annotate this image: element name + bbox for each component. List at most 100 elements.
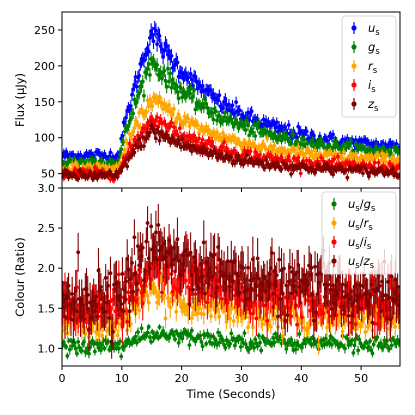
data-point [289,314,294,319]
data-point [155,62,160,67]
data-point [186,331,191,336]
data-point [284,346,289,351]
data-point [307,325,311,330]
data-point [209,88,213,93]
data-point [376,153,381,158]
data-point [156,223,161,227]
top-panel: 50 100 150 200 250 Flux (μJy) us gs rs is zs [13,11,401,192]
data-point [396,157,400,162]
data-point [163,316,168,321]
data-point [121,309,126,314]
data-point [63,314,67,319]
data-point [154,230,158,235]
series-r_s [62,91,400,180]
data-point [268,153,273,157]
legend-label: gs [368,40,380,57]
y-tick-label: 100 [34,132,55,145]
data-group [62,20,400,184]
data-point [219,296,224,301]
data-point [198,333,203,338]
data-point [95,161,100,166]
data-point [241,266,246,270]
data-point [296,156,301,160]
data-point [143,269,148,273]
data-point [244,153,249,157]
data-point [188,86,193,91]
data-point [243,128,248,132]
data-point [393,324,398,329]
data-point [283,318,288,323]
data-point [280,334,285,338]
data-point [93,309,97,314]
data-point [394,141,399,146]
data-point [110,329,115,334]
data-point [217,340,222,345]
data-point [200,344,205,349]
data-point [201,144,206,149]
data-point [157,295,162,299]
series-u_s-g_s [62,323,400,361]
data-point [282,266,286,271]
data-point [349,139,353,144]
data-point [286,123,291,127]
data-point [157,34,162,38]
y-tick-label: 150 [34,96,55,109]
data-point [73,346,78,351]
data-point [255,344,260,348]
data-point [345,336,350,341]
data-point [137,110,142,115]
data-point [259,348,264,353]
data-point [331,132,335,137]
data-point [311,318,316,323]
data-point [260,322,265,326]
data-point [98,284,103,289]
data-point [195,123,200,128]
data-point [75,309,79,314]
data-point [181,268,186,273]
data-point [128,104,133,108]
data-point [177,297,182,302]
data-point [168,71,173,76]
data-point [85,292,90,297]
data-point [142,144,146,148]
data-point [71,318,76,322]
data-point [276,314,280,319]
data-point [389,343,394,348]
data-point [140,301,145,306]
legend-marker [351,82,357,88]
data-point [219,151,224,156]
data-point [297,332,302,336]
data-point [363,329,368,334]
data-point [209,314,213,319]
data-point [288,265,292,270]
data-point [277,257,282,262]
data-point [247,346,252,351]
data-point [215,343,219,347]
data-point [76,250,81,255]
data-point [390,155,395,160]
data-point [217,93,222,98]
data-point [250,325,255,330]
data-point [362,345,367,349]
data-point [148,335,152,340]
data-point [224,320,229,324]
data-point [183,278,188,283]
data-point [250,130,255,135]
data-point [134,340,139,345]
data-point [132,150,137,155]
data-point [119,354,124,359]
data-point [145,221,150,225]
data-point [144,239,149,244]
data-point [256,120,261,125]
data-point [197,136,201,141]
data-point [167,103,171,107]
data-point [237,291,242,295]
data-point [188,334,193,338]
data-point [343,346,347,351]
data-point [232,161,237,166]
data-point [162,68,167,73]
data-point [249,109,254,114]
data-point [203,291,207,296]
data-point [265,318,270,323]
data-point [321,311,326,316]
